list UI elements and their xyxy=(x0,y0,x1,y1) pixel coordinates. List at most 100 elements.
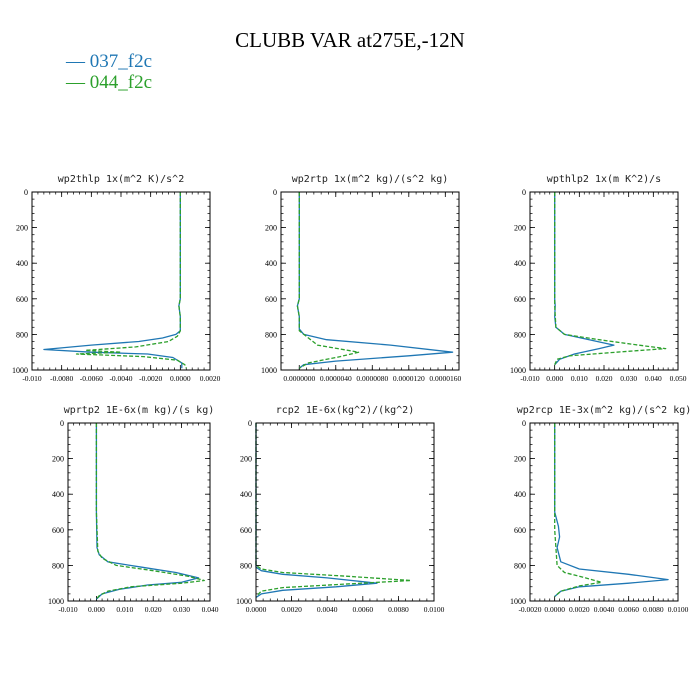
chart-panel: wp2thlp 1x(m^2 K)/s^2 -0.010 -0.0080 -0.006… xyxy=(12,174,221,383)
x-tick-label: 0.0000 xyxy=(544,605,565,614)
y-tick-label: 600 xyxy=(240,526,252,535)
y-tick-label: 400 xyxy=(240,490,252,499)
x-tick-label: -0.010 xyxy=(22,374,42,383)
x-tick-label: 0.0020 xyxy=(200,374,221,383)
series-line xyxy=(554,423,603,597)
x-tick-label: 0.0020 xyxy=(281,605,302,614)
chart-panel: wprtp2 1E-6x(m kg)/(s kg) -0.010 0.000 0.01… xyxy=(48,405,219,614)
y-tick-label: 600 xyxy=(514,295,526,304)
x-tick-label: 0.050 xyxy=(670,374,687,383)
y-tick-label: 800 xyxy=(16,330,28,339)
y-tick-label: 200 xyxy=(514,455,526,464)
x-tick-label: 0.030 xyxy=(173,605,190,614)
y-tick-label: 600 xyxy=(16,295,28,304)
y-tick-label: 200 xyxy=(52,455,64,464)
y-tick-label: 1000 xyxy=(261,366,277,375)
legend-label: 037_f2c xyxy=(89,51,153,72)
panel-title: wpthlp2 1x(m K^2)/s xyxy=(547,174,661,185)
series-line xyxy=(255,423,378,598)
y-tick-label: 600 xyxy=(265,295,277,304)
y-tick-label: 1000 xyxy=(510,597,526,606)
y-tick-label: 800 xyxy=(240,561,252,570)
series-line xyxy=(554,192,615,366)
chart-panel: wpthlp2 1x(m K^2)/s -0.010 0.000 0.010 0.020… xyxy=(510,174,687,383)
series-line xyxy=(43,192,183,369)
x-tick-label: 0.0020 xyxy=(569,605,590,614)
panel-title: wp2rcp 1E-3x(m^2 kg)/(s^2 kg) xyxy=(517,405,692,416)
series-line xyxy=(95,423,200,600)
chart-panel: wp2rcp 1E-3x(m^2 kg)/(s^2 kg)-0.0020 0.00… xyxy=(510,405,691,614)
series-line xyxy=(296,192,454,369)
y-tick-label: 200 xyxy=(514,224,526,233)
y-tick-label: 0 xyxy=(60,419,64,428)
y-tick-label: 400 xyxy=(16,259,28,268)
x-tick-label: 0.010 xyxy=(116,605,133,614)
x-tick-label: -0.0020 xyxy=(139,374,162,383)
y-tick-label: 400 xyxy=(52,490,64,499)
y-tick-label: 0 xyxy=(24,188,28,197)
x-tick-label: 0.0060 xyxy=(352,605,373,614)
x-tick-label: -0.0060 xyxy=(80,374,103,383)
chart-panel: rcp2 1E-6x(kg^2)/(kg^2) 0.0000 0.0020 0.004… xyxy=(236,405,445,614)
x-tick-label: 0.0000080 xyxy=(356,374,388,383)
y-tick-label: 400 xyxy=(514,259,526,268)
y-tick-label: 800 xyxy=(265,330,277,339)
plot-frame xyxy=(67,422,211,602)
chart-panel: wp2rtp 1x(m^2 kg)/(s^2 kg) 0.0000000 0.000… xyxy=(261,174,461,383)
x-tick-label: 0.020 xyxy=(596,374,613,383)
x-tick-label: 0.010 xyxy=(571,374,588,383)
y-tick-label: 800 xyxy=(52,561,64,570)
legend-item-037: — 037_f2c xyxy=(66,51,153,72)
panel-title: wp2thlp 1x(m^2 K)/s^2 xyxy=(58,174,184,185)
series-line xyxy=(296,192,360,369)
y-tick-label: 1000 xyxy=(236,597,252,606)
plot-frame xyxy=(255,422,435,602)
y-tick-label: 400 xyxy=(514,490,526,499)
x-tick-label: 0.030 xyxy=(620,374,637,383)
series-line xyxy=(95,423,205,600)
plot-frame xyxy=(529,422,679,602)
panel-title: wprtp2 1E-6x(m kg)/(s kg) xyxy=(64,405,215,416)
x-tick-label: 0.0000 xyxy=(170,374,191,383)
y-tick-label: 1000 xyxy=(510,366,526,375)
x-tick-label: 0.0000000 xyxy=(283,374,315,383)
x-tick-label: 0.0100 xyxy=(668,605,689,614)
x-tick-label: 0.040 xyxy=(202,605,219,614)
x-tick-label: 0.000 xyxy=(546,374,563,383)
x-tick-label: -0.0020 xyxy=(518,605,541,614)
series-line xyxy=(554,192,667,365)
y-tick-label: 200 xyxy=(265,224,277,233)
x-tick-label: 0.0000120 xyxy=(393,374,425,383)
x-tick-label: 0.0080 xyxy=(388,605,409,614)
x-tick-label: -0.0080 xyxy=(50,374,73,383)
y-tick-label: 1000 xyxy=(48,597,64,606)
plot-frame xyxy=(280,191,460,371)
series-line xyxy=(554,423,669,597)
chart-title: CLUBB VAR at275E,-12N xyxy=(235,28,465,52)
x-tick-label: 0.020 xyxy=(145,605,162,614)
y-tick-label: 0 xyxy=(248,419,252,428)
y-tick-label: 400 xyxy=(265,259,277,268)
x-tick-label: -0.0040 xyxy=(109,374,132,383)
y-tick-label: 800 xyxy=(514,561,526,570)
series-line xyxy=(255,423,412,597)
x-tick-label: 0.0080 xyxy=(643,605,664,614)
plot-frame xyxy=(529,191,679,371)
series-line xyxy=(75,192,187,369)
y-tick-label: 600 xyxy=(52,526,64,535)
x-tick-label: 0.0100 xyxy=(424,605,445,614)
y-tick-label: 800 xyxy=(514,330,526,339)
x-tick-label: 0.040 xyxy=(645,374,662,383)
x-tick-label: -0.010 xyxy=(520,374,540,383)
y-tick-label: 1000 xyxy=(12,366,28,375)
panel-title: rcp2 1E-6x(kg^2)/(kg^2) xyxy=(276,405,414,416)
y-tick-label: 0 xyxy=(273,188,277,197)
legend-item-044: — 044_f2c xyxy=(66,72,153,93)
plot-frame xyxy=(31,191,211,371)
y-tick-label: 600 xyxy=(514,526,526,535)
x-tick-label: 0.0000 xyxy=(246,605,267,614)
y-tick-label: 0 xyxy=(522,419,526,428)
x-tick-label: 0.0000040 xyxy=(320,374,352,383)
x-tick-label: 0.0040 xyxy=(594,605,615,614)
